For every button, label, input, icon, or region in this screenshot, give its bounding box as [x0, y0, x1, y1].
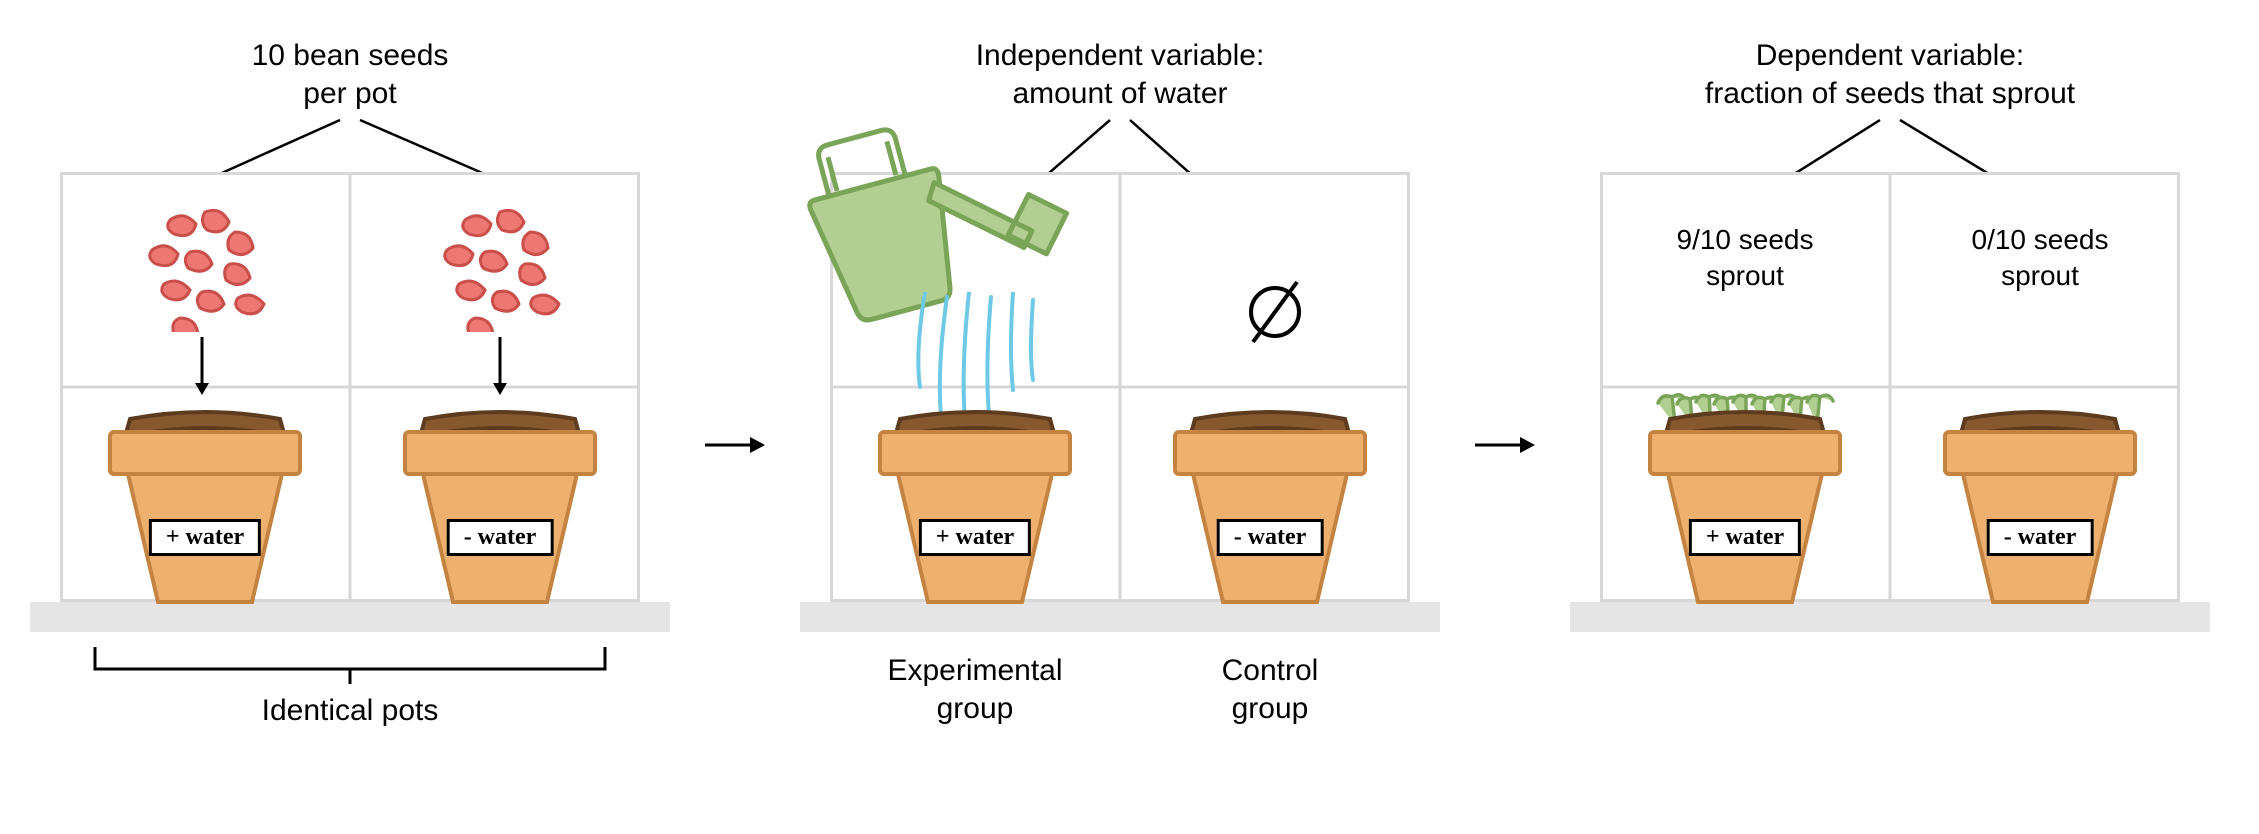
panel-treatment: Independent variable: amount of water	[790, 37, 1450, 797]
pot-label: - water	[1217, 519, 1324, 556]
panel2-title: Independent variable: amount of water	[790, 37, 1450, 112]
seeds-left	[130, 202, 280, 332]
arrow-between-2	[1470, 425, 1540, 470]
pot-label: + water	[919, 519, 1031, 556]
pot-right: - water	[1145, 377, 1395, 637]
pot-label: + water	[1689, 519, 1801, 556]
panel3-title: Dependent variable: fraction of seeds th…	[1560, 37, 2220, 112]
identical-pots-label: Identical pots	[250, 692, 450, 730]
pot-label: - water	[1987, 519, 2094, 556]
pot-label: + water	[149, 519, 261, 556]
result-left: 9/10 seeds sprout	[1645, 222, 1845, 295]
seeds-right	[425, 202, 575, 332]
pot-label: - water	[447, 519, 554, 556]
bracket	[90, 647, 610, 687]
arrow-between-1	[700, 425, 770, 470]
pot-left: + water	[80, 377, 330, 637]
panel1-title: 10 bean seeds per pot	[20, 37, 680, 112]
pot-right: - water	[375, 377, 625, 637]
control-group-label: Control group	[1170, 652, 1370, 727]
panel-results: Dependent variable: fraction of seeds th…	[1560, 37, 2220, 797]
pot-left-sprouted: + water	[1620, 377, 1870, 637]
null-icon	[1235, 267, 1315, 357]
experiment-diagram: 10 bean seeds per pot	[20, 20, 2239, 814]
experimental-group-label: Experimental group	[875, 652, 1075, 727]
pot-left: + water	[850, 377, 1100, 637]
pot-right: - water	[1915, 377, 2165, 637]
result-right: 0/10 seeds sprout	[1940, 222, 2140, 295]
panel-setup: 10 bean seeds per pot	[20, 37, 680, 797]
